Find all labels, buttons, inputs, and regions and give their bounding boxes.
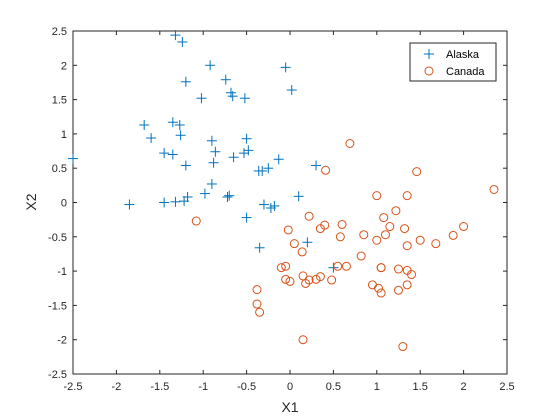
y-tick-label: 0.5 bbox=[52, 163, 67, 175]
x-tick-label: -1 bbox=[198, 381, 208, 393]
x-tick-label: -0.5 bbox=[237, 381, 256, 393]
x-tick-label: 1.5 bbox=[413, 381, 428, 393]
legend-label-alaska: Alaska bbox=[446, 49, 480, 61]
y-tick-label: 1.5 bbox=[52, 95, 67, 107]
x-tick-label: 0.5 bbox=[326, 381, 341, 393]
y-tick-label: 0 bbox=[61, 198, 67, 210]
x-axis-label: X1 bbox=[281, 399, 298, 415]
y-axis-label: X2 bbox=[23, 193, 39, 210]
x-tick-label: 2 bbox=[461, 381, 467, 393]
y-tick-label: -2.5 bbox=[48, 369, 67, 381]
y-tick-label: 2 bbox=[61, 60, 67, 72]
y-tick-label: 1 bbox=[61, 129, 67, 141]
x-tick-label: 1 bbox=[374, 381, 380, 393]
legend: Alaska Canada bbox=[410, 43, 496, 81]
x-tick-label: -2.5 bbox=[64, 381, 83, 393]
axes-box bbox=[73, 31, 507, 374]
y-tick-label: -1 bbox=[57, 266, 67, 278]
x-tick-label: 0 bbox=[287, 381, 293, 393]
y-tick-label: -0.5 bbox=[48, 232, 67, 244]
x-tick-label: -1.5 bbox=[150, 381, 169, 393]
legend-label-canada: Canada bbox=[446, 66, 485, 78]
y-tick-label: -2 bbox=[57, 335, 67, 347]
x-tick-label: -2 bbox=[112, 381, 122, 393]
x-tick-label: 2.5 bbox=[499, 381, 514, 393]
y-tick-label: -1.5 bbox=[48, 300, 67, 312]
y-tick-label: 2.5 bbox=[52, 26, 67, 38]
